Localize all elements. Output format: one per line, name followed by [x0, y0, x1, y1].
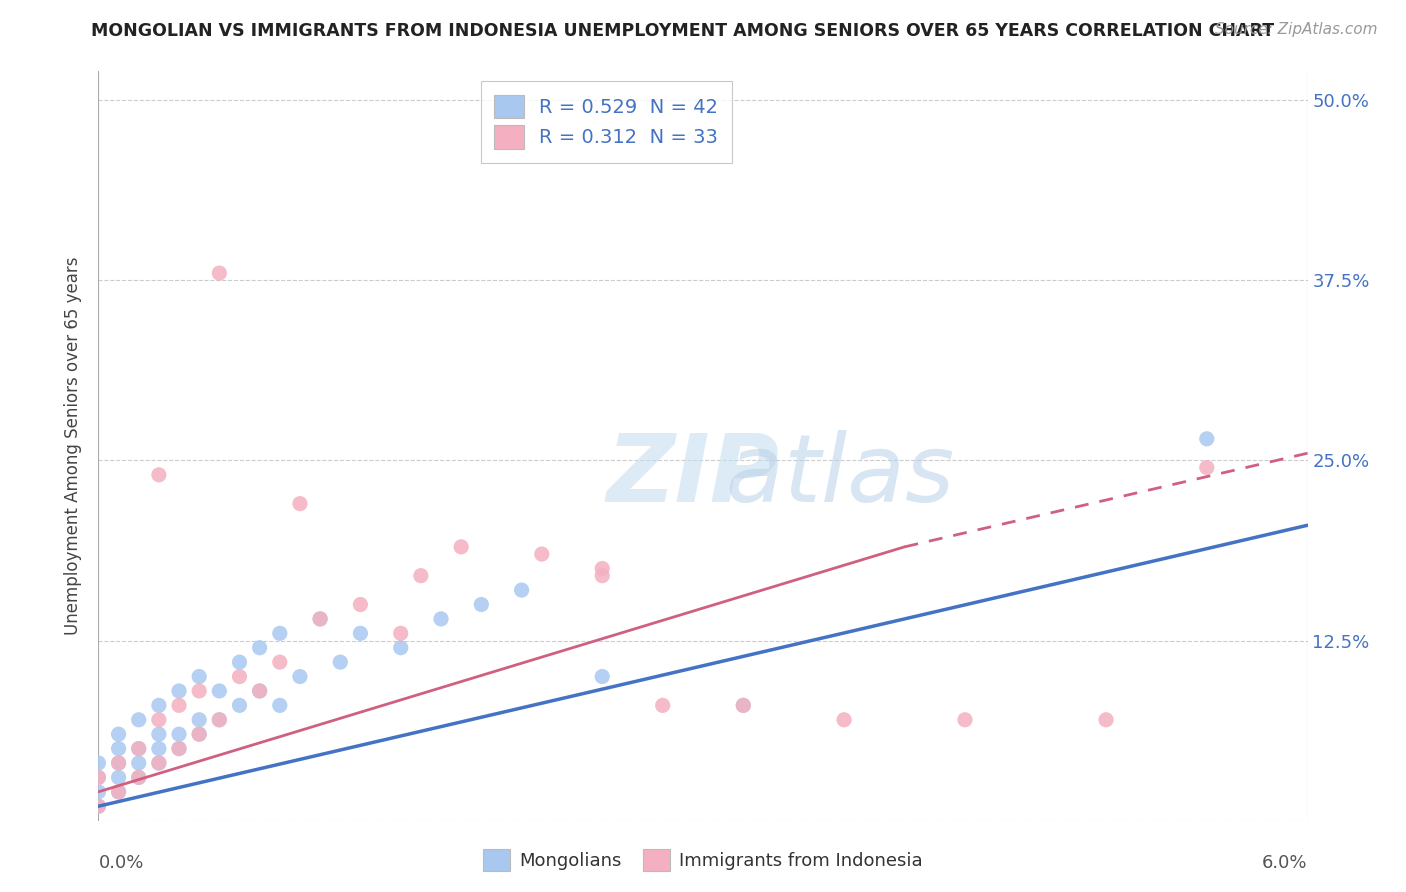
Point [128, 713, 150, 727]
Point [148, 741, 170, 756]
Point [953, 713, 976, 727]
Point [128, 741, 150, 756]
Point [208, 713, 231, 727]
Point [249, 640, 271, 655]
Point [309, 612, 332, 626]
Y-axis label: Unemployment Among Seniors over 65 years: Unemployment Among Seniors over 65 years [65, 257, 83, 635]
Point [269, 698, 291, 713]
Point [107, 785, 129, 799]
Point [409, 568, 432, 582]
Point [107, 756, 129, 770]
Point [591, 669, 613, 683]
Text: MONGOLIAN VS IMMIGRANTS FROM INDONESIA UNEMPLOYMENT AMONG SENIORS OVER 65 YEARS : MONGOLIAN VS IMMIGRANTS FROM INDONESIA U… [91, 22, 1274, 40]
Point [733, 698, 755, 713]
Point [107, 756, 129, 770]
Point [1195, 460, 1218, 475]
Point [470, 598, 492, 612]
Point [832, 713, 855, 727]
Point [450, 540, 472, 554]
Point [188, 713, 211, 727]
Point [288, 497, 311, 511]
Point [349, 626, 371, 640]
Point [107, 785, 129, 799]
Point [530, 547, 553, 561]
Point [269, 626, 291, 640]
Text: 0.0%: 0.0% [98, 855, 143, 872]
Point [167, 684, 190, 698]
Point [288, 669, 311, 683]
Point [329, 655, 352, 669]
Point [107, 727, 129, 741]
Point [349, 598, 371, 612]
Point [591, 561, 613, 575]
Text: 6.0%: 6.0% [1263, 855, 1308, 872]
Point [1095, 713, 1118, 727]
Point [208, 266, 231, 280]
Point [228, 669, 250, 683]
Point [510, 583, 533, 598]
Point [87, 785, 110, 799]
Point [188, 727, 211, 741]
Point [128, 741, 150, 756]
Point [148, 727, 170, 741]
Point [249, 684, 271, 698]
Legend: R = 0.529  N = 42, R = 0.312  N = 33: R = 0.529 N = 42, R = 0.312 N = 33 [481, 81, 731, 162]
Point [651, 698, 673, 713]
Point [107, 771, 129, 785]
Point [148, 713, 170, 727]
Text: ZIP: ZIP [606, 430, 779, 522]
Text: atlas: atlas [606, 431, 955, 522]
Point [148, 698, 170, 713]
Point [148, 756, 170, 770]
Point [167, 741, 190, 756]
Point [128, 756, 150, 770]
Point [128, 771, 150, 785]
Point [208, 713, 231, 727]
Point [87, 771, 110, 785]
Text: Source: ZipAtlas.com: Source: ZipAtlas.com [1215, 22, 1378, 37]
Point [167, 741, 190, 756]
Point [188, 669, 211, 683]
Point [389, 640, 412, 655]
Point [167, 698, 190, 713]
Point [87, 799, 110, 814]
Point [249, 684, 271, 698]
Point [1195, 432, 1218, 446]
Point [430, 612, 453, 626]
Point [309, 612, 332, 626]
Point [389, 626, 412, 640]
Point [208, 684, 231, 698]
Legend: Mongolians, Immigrants from Indonesia: Mongolians, Immigrants from Indonesia [475, 842, 931, 879]
Point [128, 771, 150, 785]
Point [591, 568, 613, 582]
Point [87, 771, 110, 785]
Point [733, 698, 755, 713]
Point [228, 698, 250, 713]
Point [87, 799, 110, 814]
Point [148, 756, 170, 770]
Point [107, 741, 129, 756]
Point [188, 727, 211, 741]
Point [148, 467, 170, 482]
Point [188, 684, 211, 698]
Point [167, 727, 190, 741]
Point [87, 756, 110, 770]
Point [269, 655, 291, 669]
Point [228, 655, 250, 669]
